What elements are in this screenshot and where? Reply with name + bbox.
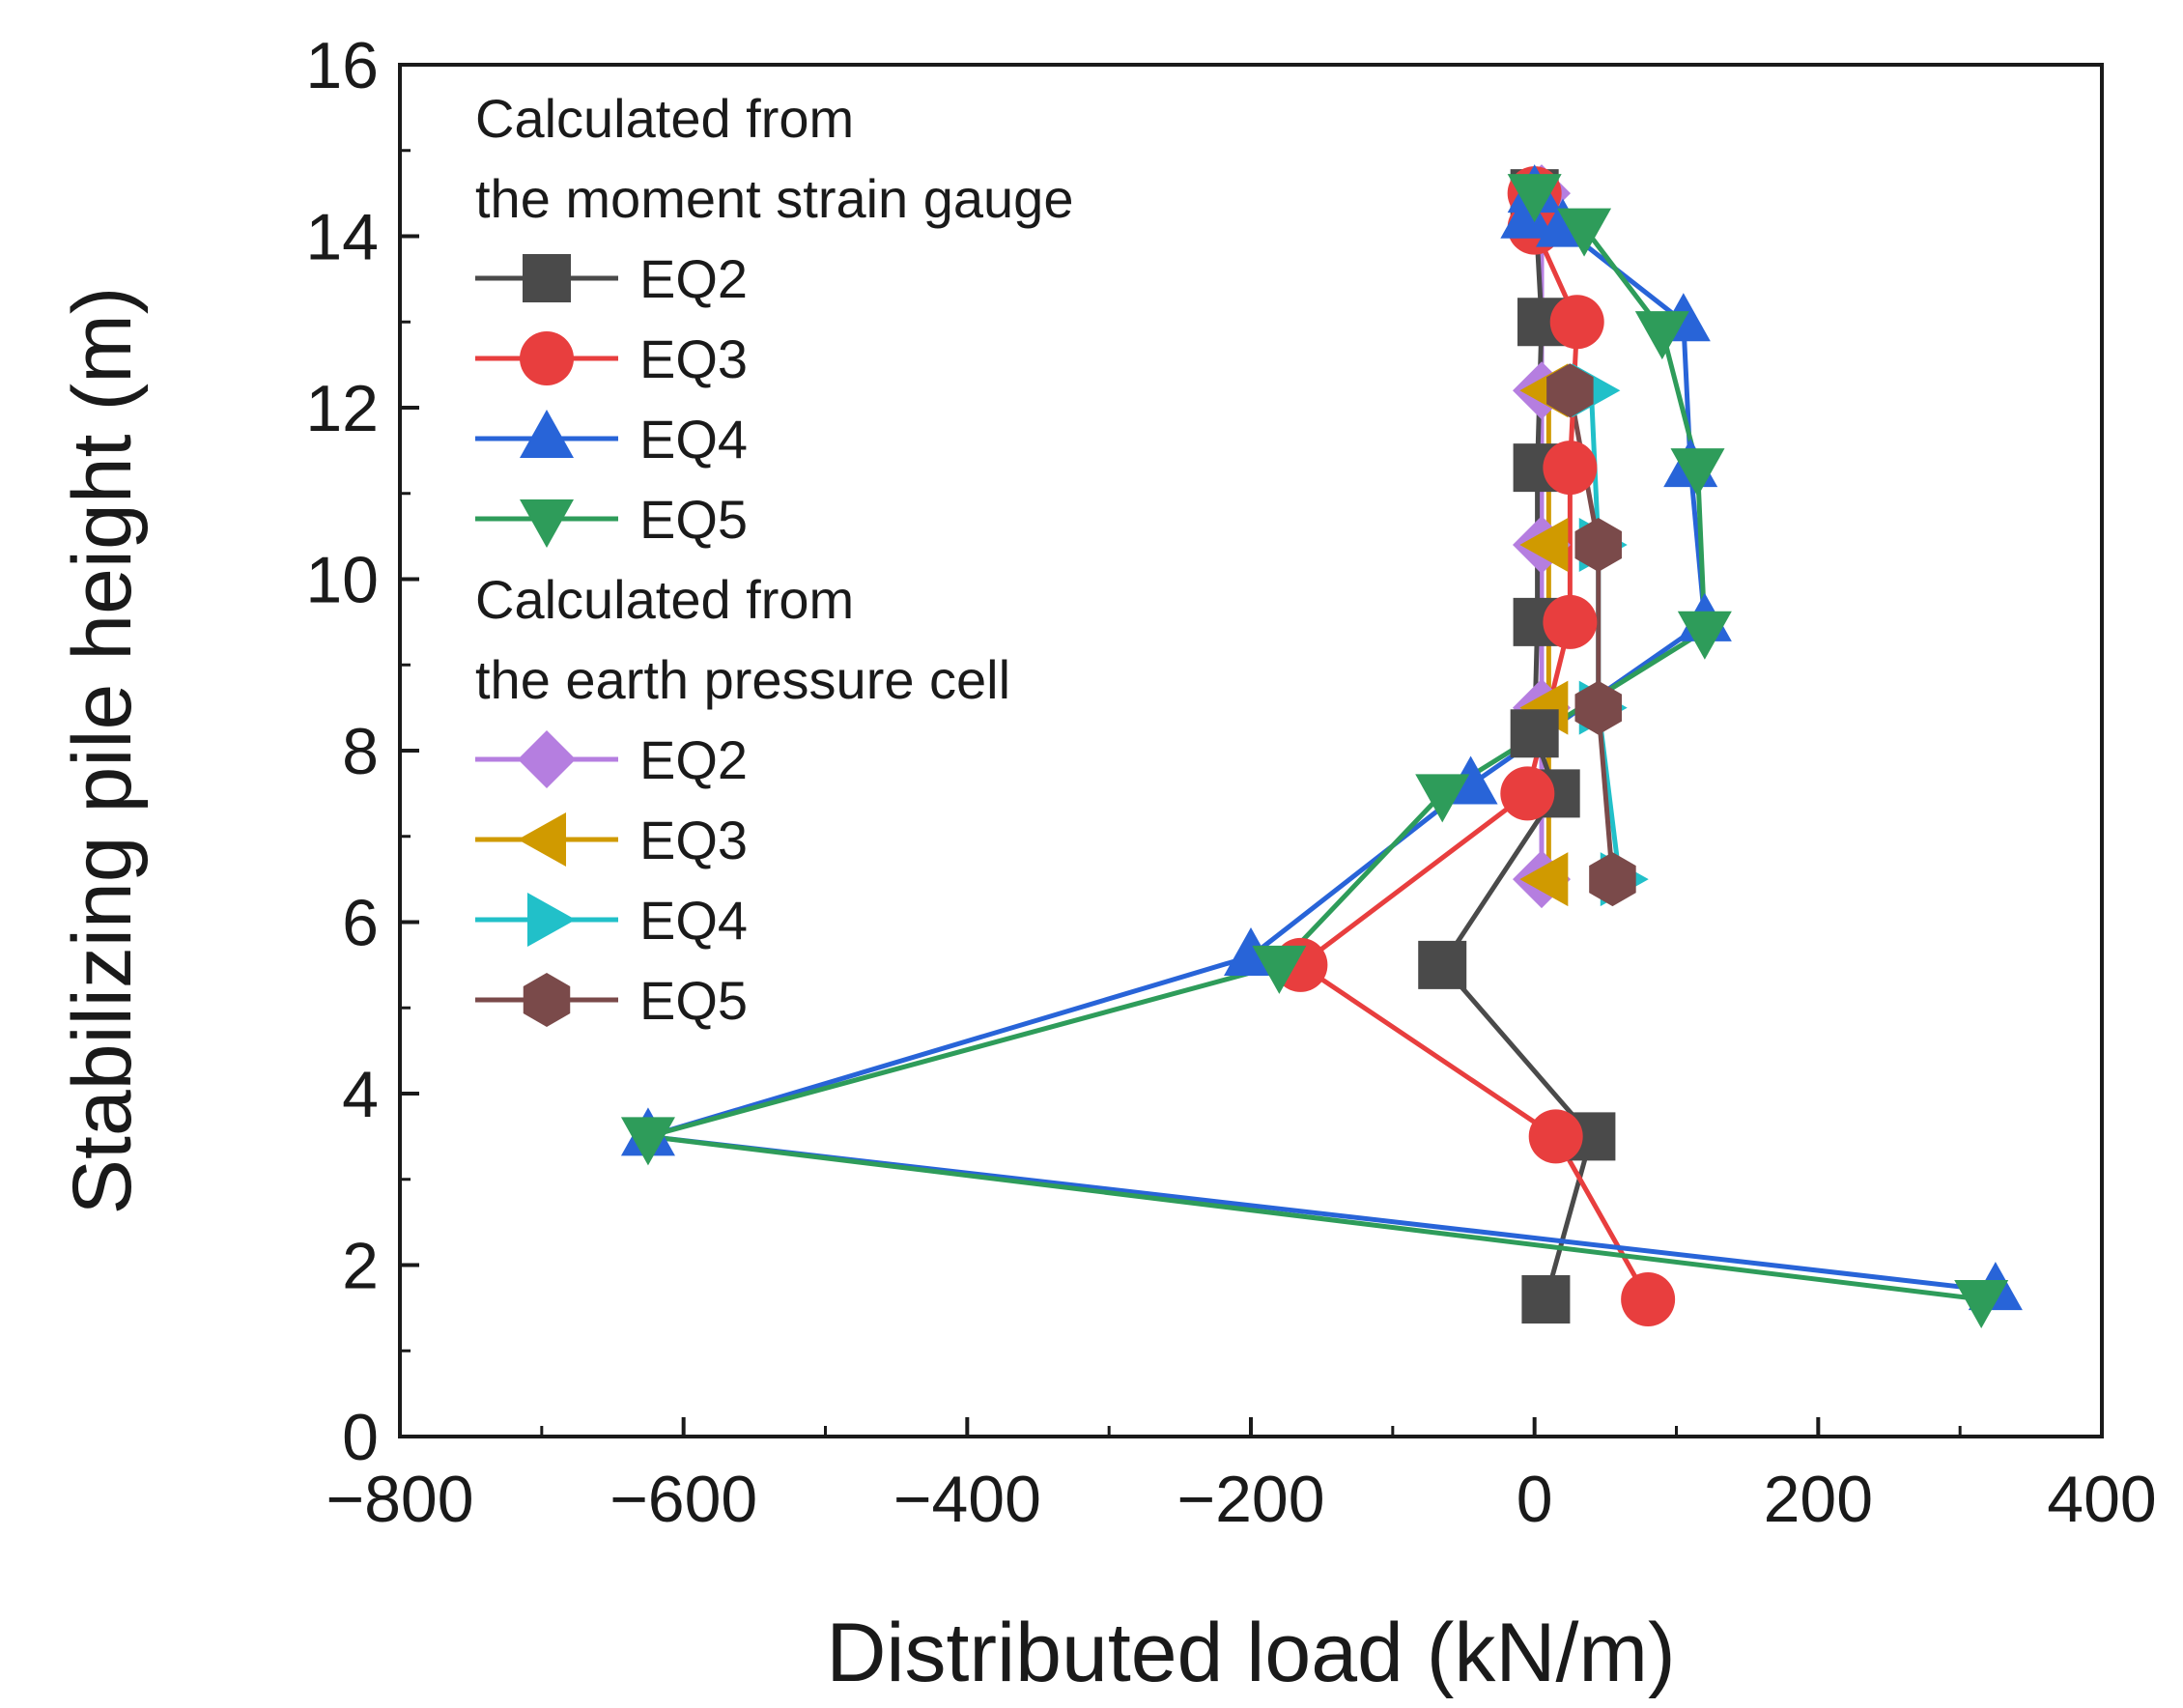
legend-label-msg-eq5: EQ5 — [639, 489, 748, 550]
data-point-msg-eq5 — [1954, 1280, 2009, 1328]
data-point-msg-eq3 — [1621, 1272, 1676, 1326]
legend-swatch-marker-msg-eq4 — [520, 410, 574, 458]
legend-swatch-marker-epc-eq3 — [518, 812, 566, 867]
legend-label-msg-eq3: EQ3 — [639, 328, 748, 389]
data-point-epc-eq5 — [1589, 852, 1636, 907]
x-axis-title: Distributed load (kN/m) — [826, 1607, 1675, 1699]
data-point-msg-eq5 — [1507, 174, 1562, 223]
legend-label-msg-eq2: EQ2 — [639, 248, 748, 309]
data-point-msg-eq2 — [1418, 940, 1467, 989]
legend-swatch-marker-epc-eq5 — [523, 973, 571, 1027]
data-point-msg-eq3 — [1543, 441, 1598, 496]
legend-label-msg-eq4: EQ4 — [639, 409, 748, 470]
y-tick-label: 12 — [305, 372, 379, 445]
legend: Calculated from the moment strain gauge EQ… — [475, 88, 1073, 1031]
legend-swatch-marker-epc-eq4 — [527, 893, 576, 947]
legend-label-epc-eq5: EQ5 — [639, 970, 748, 1031]
data-point-msg-eq5 — [1670, 448, 1725, 498]
x-tick-label: 400 — [2047, 1463, 2156, 1536]
y-tick-label: 14 — [305, 201, 379, 274]
axes-layer: −800 −600 −400 −200 0 200 400 0 2 4 6 8 10 12 14 16 — [305, 29, 2156, 1536]
x-tick-label: 0 — [1517, 1463, 1553, 1536]
data-point-msg-eq5 — [620, 1117, 675, 1166]
x-tick-label: −200 — [1177, 1463, 1324, 1536]
x-tick-label: −600 — [610, 1463, 757, 1536]
legend-swatch-marker-msg-eq3 — [520, 331, 574, 385]
y-tick-label: 4 — [342, 1058, 379, 1131]
y-axis-title: Stabilizing pile height (m) — [56, 287, 149, 1215]
legend-label-epc-eq3: EQ3 — [639, 810, 748, 870]
legend-group-title: Calculated from — [475, 88, 854, 149]
y-tick-label: 2 — [342, 1230, 379, 1303]
data-point-msg-eq5 — [1252, 945, 1307, 994]
y-tick-label: 8 — [342, 715, 379, 788]
legend-group-title: Calculated from — [475, 569, 854, 630]
data-point-epc-eq5 — [1574, 518, 1622, 572]
series-layer — [620, 164, 2023, 1328]
data-point-msg-eq5 — [1557, 208, 1612, 257]
y-tick-label: 6 — [342, 887, 379, 960]
x-tick-label: 200 — [1764, 1463, 1873, 1536]
data-point-msg-eq2 — [1521, 1275, 1571, 1324]
data-point-msg-eq2 — [1510, 709, 1559, 758]
y-tick-label: 16 — [305, 29, 379, 102]
legend-swatch-marker-msg-eq5 — [520, 499, 574, 548]
legend-group-title: the earth pressure cell — [475, 649, 1010, 710]
data-point-epc-eq3 — [1519, 852, 1569, 907]
data-point-epc-eq5 — [1574, 680, 1622, 735]
legend-swatch-marker-msg-eq2 — [523, 254, 571, 302]
x-tick-label: −400 — [893, 1463, 1041, 1536]
data-point-epc-eq3 — [1519, 518, 1569, 572]
y-tick-label: 0 — [342, 1401, 379, 1474]
data-point-msg-eq3 — [1549, 295, 1604, 350]
data-point-msg-eq3 — [1543, 594, 1598, 649]
legend-label-epc-eq2: EQ2 — [639, 729, 748, 790]
data-point-msg-eq5 — [1634, 311, 1689, 360]
legend-swatch-marker-epc-eq2 — [518, 730, 576, 788]
data-point-msg-eq3 — [1500, 766, 1555, 821]
x-tick-label: −800 — [326, 1463, 473, 1536]
legend-label-epc-eq4: EQ4 — [639, 890, 748, 951]
y-tick-label: 10 — [305, 544, 379, 617]
data-point-msg-eq4 — [1500, 189, 1555, 239]
data-point-msg-eq3 — [1528, 1109, 1583, 1164]
data-point-msg-eq5 — [1415, 774, 1470, 823]
legend-group-title: the moment strain gauge — [475, 168, 1073, 229]
data-point-msg-eq5 — [1677, 611, 1732, 660]
data-point-epc-eq5 — [1546, 363, 1594, 418]
